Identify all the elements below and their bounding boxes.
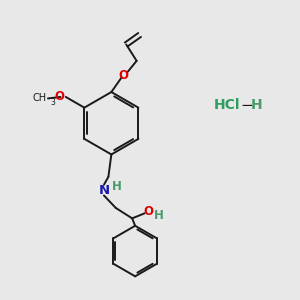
Text: N: N bbox=[98, 184, 110, 196]
Text: H: H bbox=[153, 209, 163, 222]
Text: CH: CH bbox=[32, 93, 46, 103]
Text: H: H bbox=[112, 180, 122, 193]
Text: −: − bbox=[240, 98, 253, 113]
Text: HCl: HCl bbox=[214, 98, 241, 112]
Text: O: O bbox=[143, 205, 154, 218]
Text: O: O bbox=[54, 90, 64, 103]
Text: O: O bbox=[118, 69, 128, 82]
Text: 3: 3 bbox=[51, 98, 56, 107]
Text: H: H bbox=[251, 98, 263, 112]
